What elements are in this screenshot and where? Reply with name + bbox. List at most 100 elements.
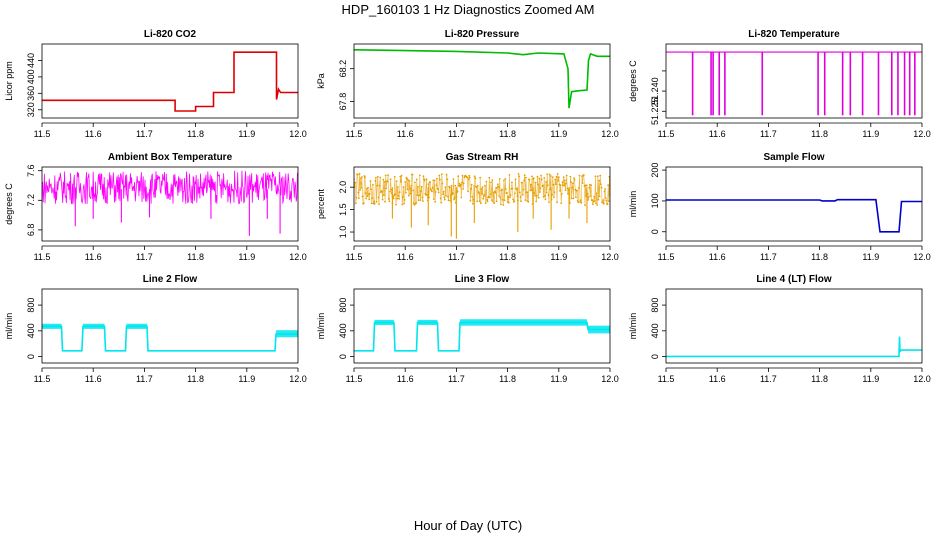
y-tick-label: 0	[650, 354, 660, 359]
x-tick-label: 11.7	[136, 129, 153, 139]
x-tick-label: 11.7	[136, 252, 153, 262]
panel-li820-co2: Li-820 CO2 Licor ppm 320 360 400 440 11.5 11.6 1…	[0, 22, 312, 144]
y-tick-label: 51.240	[650, 77, 660, 105]
x-tick-label: 11.9	[550, 129, 567, 139]
x-tick-label: 12.0	[289, 374, 307, 384]
x-tick-label: 11.5	[34, 374, 51, 384]
y-tick-label: 400	[650, 323, 660, 338]
x-tick-label: 11.6	[709, 252, 726, 262]
panel-sample-flow: Sample Flow ml/min 0 100 200 11.5 11.6 11.7 11.8…	[624, 145, 936, 267]
x-tick-label: 11.5	[34, 129, 51, 139]
x-tick-label: 11.6	[85, 374, 102, 384]
x-tick-label: 11.9	[238, 374, 255, 384]
plot-frame	[665, 166, 923, 242]
x-tick-label: 11.8	[499, 129, 516, 139]
x-tick-label: 12.0	[913, 374, 931, 384]
data-layer	[42, 51, 298, 112]
x-tick-label: 11.8	[499, 374, 516, 384]
y-tick-label: 100	[650, 193, 660, 208]
plot-frame	[353, 43, 611, 119]
x-tick-label: 11.6	[85, 129, 102, 139]
y-axis-label: percent	[316, 188, 326, 219]
plot-frame	[41, 288, 299, 364]
panel-title: Line 3 Flow	[455, 274, 510, 285]
x-tick-label: 12.0	[289, 129, 307, 139]
x-tick-label: 11.9	[238, 252, 255, 262]
plot-frame	[41, 43, 299, 119]
y-tick-label: 800	[26, 298, 36, 313]
series-line	[42, 51, 298, 112]
y-tick-label: 800	[338, 298, 348, 313]
panel-line2-flow: Line 2 Flow ml/min 0 400 800 11.5 11.6 11.7 11.8…	[0, 267, 312, 389]
x-tick-label: 11.7	[760, 374, 777, 384]
panel-li820-temperature: Li-820 Temperature degrees C 51.225 51.240 1…	[624, 22, 936, 144]
y-tick-label: 68.2	[338, 60, 348, 78]
y-tick-label: 1.5	[338, 203, 348, 216]
x-tick-label: 12.0	[913, 129, 931, 139]
series-line	[666, 336, 922, 358]
y-tick-label: 51.225	[650, 98, 660, 126]
x-tick-label: 11.6	[709, 374, 726, 384]
y-axis-label: ml/min	[628, 191, 638, 218]
series-line	[666, 198, 922, 233]
chart-gas-stream-rh: Gas Stream RH percent 1.0 1.5 2.0 11.5 11.6 11.…	[316, 152, 619, 262]
y-axis-label: Licor ppm	[4, 61, 14, 101]
y-tick-label: 800	[650, 298, 660, 313]
y-tick-label: 1.0	[338, 226, 348, 239]
y-axis-label: kPa	[316, 73, 326, 89]
plot-frame	[353, 288, 611, 364]
x-tick-label: 11.6	[709, 129, 726, 139]
series-line	[354, 321, 610, 352]
x-tick-label: 11.9	[238, 129, 255, 139]
y-axis-label: ml/min	[316, 313, 326, 340]
x-tick-label: 11.5	[658, 374, 675, 384]
x-tick-label: 11.6	[397, 374, 414, 384]
data-layer	[354, 172, 610, 239]
y-tick-label: 400	[338, 323, 348, 338]
x-tick-label: 12.0	[601, 252, 619, 262]
y-axis-label: degrees C	[4, 183, 14, 225]
y-axis-label: ml/min	[628, 313, 638, 340]
plot-frame	[665, 288, 923, 364]
chart-ambient-box-temperature: Ambient Box Temperature degrees C 6.8 7.2 7.…	[4, 152, 307, 262]
x-tick-label: 11.8	[187, 374, 204, 384]
x-tick-label: 12.0	[289, 252, 307, 262]
y-tick-label: 440	[26, 53, 36, 68]
chart-sample-flow: Sample Flow ml/min 0 100 200 11.5 11.6 11.7 11.8…	[628, 152, 931, 262]
x-tick-label: 11.5	[346, 374, 363, 384]
plot-frame	[665, 43, 923, 119]
chart-line2-flow: Line 2 Flow ml/min 0 400 800 11.5 11.6 11.7 11.8…	[4, 274, 307, 384]
panel-ambient-box-temperature: Ambient Box Temperature degrees C 6.8 7.2 7.…	[0, 145, 312, 267]
panel-title: Line 2 Flow	[143, 274, 198, 285]
y-tick-label: 6.8	[26, 224, 36, 237]
x-tick-label: 12.0	[601, 374, 619, 384]
x-tick-label: 11.5	[658, 129, 675, 139]
panel-title: Li-820 Temperature	[748, 29, 840, 40]
y-tick-label: 7.2	[26, 194, 36, 207]
y-tick-label: 2.0	[338, 181, 348, 194]
panel-title: Sample Flow	[763, 152, 824, 163]
x-tick-label: 11.7	[448, 374, 465, 384]
y-axis-label: ml/min	[4, 313, 14, 340]
chart-line4-flow: Line 4 (LT) Flow ml/min 0 400 800 11.5 11.6 11.…	[628, 274, 931, 384]
x-tick-label: 11.6	[397, 129, 414, 139]
data-layer	[354, 319, 610, 352]
data-layer	[42, 323, 298, 352]
x-tick-label: 12.0	[913, 252, 931, 262]
plot-frame	[41, 166, 299, 242]
series-line	[42, 170, 298, 205]
data-layer	[354, 49, 610, 109]
y-tick-label: 0	[338, 354, 348, 359]
x-tick-label: 12.0	[601, 129, 619, 139]
x-tick-label: 11.9	[862, 374, 879, 384]
x-tick-label: 11.7	[136, 374, 153, 384]
chart-li820-pressure: Li-820 Pressure kPa 67.8 68.2 11.5 11.6 11.7 11…	[316, 29, 619, 139]
y-axis-label: degrees C	[628, 60, 638, 102]
y-tick-label: 320	[26, 102, 36, 117]
x-tick-label: 11.5	[658, 252, 675, 262]
y-tick-label: 360	[26, 86, 36, 101]
data-layer	[666, 51, 922, 116]
y-tick-label: 67.8	[338, 93, 348, 111]
y-tick-label: 0	[26, 354, 36, 359]
